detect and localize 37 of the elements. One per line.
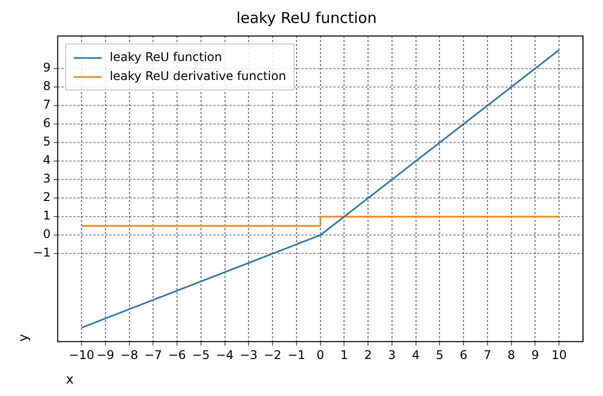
chart-title: leaky ReU function — [236, 8, 377, 27]
x-tick-label: 8 — [508, 348, 516, 362]
x-tick-label: 9 — [531, 348, 540, 362]
x-tick-label: 6 — [460, 348, 468, 362]
y-tick-label: 9 — [43, 60, 51, 75]
x-tick-label: −6 — [168, 348, 186, 362]
legend-label: leaky ReU function — [110, 50, 222, 64]
x-tick-label: −10 — [68, 348, 94, 362]
x-tick-label: −2 — [264, 348, 282, 362]
x-tick-label: 3 — [388, 348, 396, 362]
legend-label: leaky ReU derivative function — [110, 69, 286, 84]
x-tick-label: 4 — [412, 348, 420, 362]
y-tick-label: 1 — [43, 208, 51, 223]
y-axis-title: y — [16, 334, 32, 342]
y-tick-label: 3 — [43, 172, 51, 186]
x-axis-title: x — [66, 372, 74, 388]
y-tick-label: 0 — [43, 227, 51, 242]
x-tick-label: 5 — [436, 348, 444, 362]
x-tick-label: −4 — [216, 348, 234, 362]
x-tick-label: −5 — [192, 348, 210, 362]
x-tick-label: 10 — [551, 348, 567, 362]
x-tick-label: 2 — [364, 348, 372, 362]
x-tick-label: −1 — [288, 348, 306, 362]
x-tick-label: −8 — [120, 348, 138, 362]
x-tick-label: 7 — [484, 348, 492, 362]
x-tick-label: −7 — [144, 348, 162, 362]
y-tick-label: 8 — [43, 79, 51, 94]
x-tick-label: 1 — [340, 348, 348, 362]
y-tick-label: 6 — [43, 116, 51, 130]
y-tick-label: −1 — [32, 246, 51, 260]
x-tick-label: −9 — [96, 348, 114, 362]
x-tick-label: 0 — [316, 348, 324, 362]
y-tick-label: 4 — [43, 153, 51, 168]
y-tick-label: 7 — [43, 98, 51, 112]
y-tick-label: 2 — [43, 190, 51, 204]
x-tick-label: −3 — [240, 348, 258, 362]
y-tick-label: 5 — [43, 134, 51, 149]
